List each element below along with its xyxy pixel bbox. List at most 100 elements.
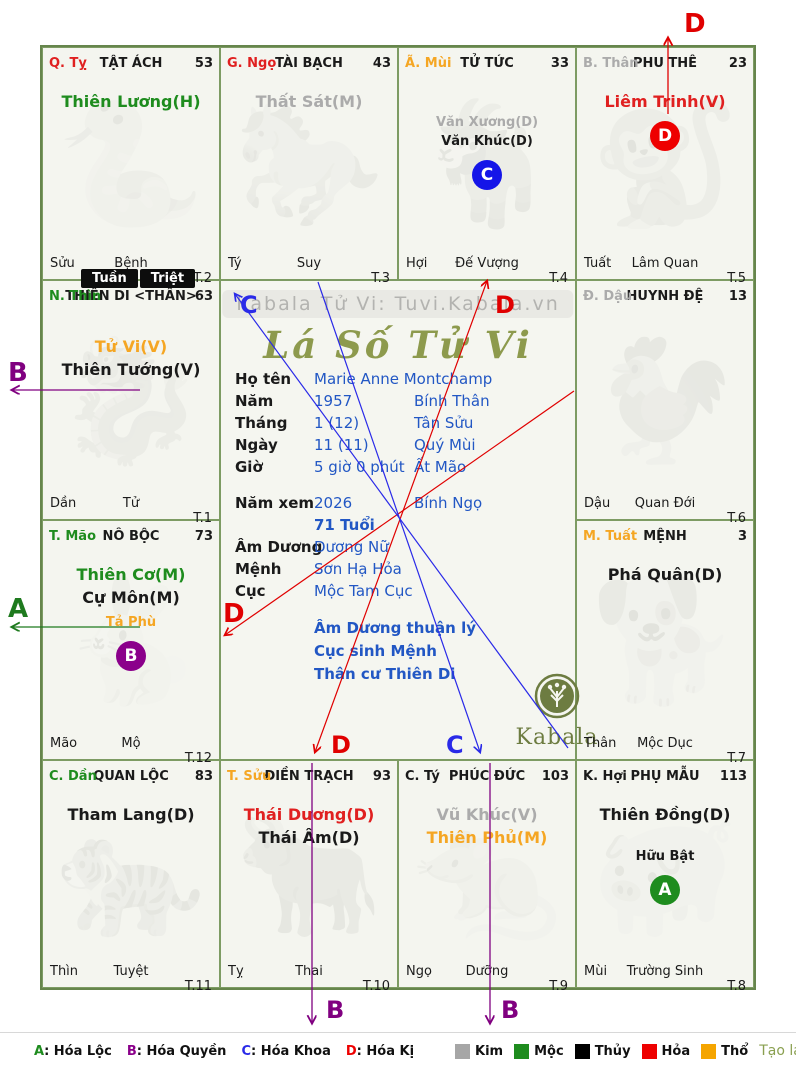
star-list: Vũ Khúc(V) Thiên Phủ(M) <box>399 803 575 849</box>
zodiac-symbol: 🐎 <box>234 95 384 235</box>
info-label: Mệnh <box>235 560 282 578</box>
branch-stem-label: Đ. Dậu <box>583 289 633 304</box>
info-value: 2026 <box>314 494 353 512</box>
chart-notes: Âm Dương thuận lý Cục sinh Mệnh Thân cư Th… <box>314 617 476 686</box>
branch-stem-label: G. Ngọ <box>227 56 277 71</box>
star-name: Thái Âm(D) <box>258 828 360 848</box>
cell-footer: Mão Mộ T.12 <box>43 736 219 766</box>
hoa-badge-A: A <box>650 875 680 906</box>
t-number: T.6 <box>727 511 746 526</box>
credit-link[interactable]: Tạo lá số: Tuvi.Kabala.vn <box>759 1043 796 1059</box>
palace-number: 13 <box>728 289 747 304</box>
palace-header: M. Tuất MỆNH 3 <box>577 529 753 551</box>
chart-note: Âm Dương thuận lý <box>314 619 477 637</box>
palace-name: TÀI BẠCH <box>275 56 343 71</box>
life-stage-label: Trường Sinh <box>626 964 704 979</box>
life-stage-label: Mộ <box>121 736 141 751</box>
cell-footer: Tý Suy T.3 <box>221 256 397 286</box>
hoa-legend: A: Hóa Lộc B: Hóa Quyền C: Hóa Khoa D: Hóa … <box>34 1044 429 1059</box>
triet-badge: Triệt <box>139 269 196 288</box>
element-label: Hỏa <box>661 1043 691 1059</box>
palace-number: 73 <box>194 529 213 544</box>
info-value: Mộc Tam Cục <box>314 582 413 600</box>
element-swatch <box>455 1043 471 1059</box>
life-stage-label: Quan Đới <box>634 496 696 511</box>
hoa-legend-letter: C <box>241 1043 251 1059</box>
palace-name: TỬ TỨC <box>460 56 514 71</box>
info-label: Tháng <box>235 414 288 432</box>
info-label: Giờ <box>235 458 263 476</box>
info-value: 11 (11) <box>314 436 369 454</box>
info-label: Âm Dương <box>235 538 323 556</box>
arrow-label-b-left: B <box>8 358 28 388</box>
branch-label: Thìn <box>50 964 79 979</box>
palace-name: MỆNH <box>643 529 687 544</box>
info-value-2: Bính Thân <box>414 392 490 410</box>
t-number: T.9 <box>549 979 568 994</box>
info-label: Họ tên <box>235 370 292 388</box>
kabala-logo-emblem <box>534 673 580 719</box>
t-number: T.5 <box>727 271 746 286</box>
palace-name: QUAN LỘC <box>93 769 169 784</box>
star-name: Thiên Đồng(D) <box>599 805 731 824</box>
info-label: Năm xem <box>235 494 315 512</box>
branch-label: Tý <box>228 256 242 271</box>
element-label: Mộc <box>534 1043 564 1059</box>
palace-cell-r2c1: 🐉 Tuần Triệt N. Thìn THIÊN DI <THÂN> 63 Tử Vi(… <box>42 269 220 526</box>
star-list: Văn Xương(D) Văn Khúc(D) <box>399 114 575 152</box>
hoa-legend-item: C: Hóa Khoa <box>241 1044 330 1059</box>
element-swatch <box>701 1043 717 1059</box>
t-number: T.1 <box>193 511 212 526</box>
palace-header: T. Sửu ĐIỀN TRẠCH 93 <box>221 769 397 791</box>
star-name: Tử Vi(V) <box>94 337 168 356</box>
life-stage-label: Suy <box>296 256 322 271</box>
palace-header: C. Dần QUAN LỘC 83 <box>43 769 219 791</box>
arrow-label-b-bottom-left: B <box>326 996 344 1024</box>
info-value-2: Bính Ngọ <box>414 494 483 512</box>
star-list: Thiên Cơ(M) Cự Môn(M) Tả Phù <box>43 563 219 633</box>
palace-name: TẬT ÁCH <box>99 56 163 71</box>
info-value-2: Ất Mão <box>414 458 467 476</box>
hoa-legend-letter: B <box>126 1043 137 1059</box>
footer-legend: A: Hóa Lộc B: Hóa Quyền C: Hóa Khoa D: Hóa … <box>34 1040 796 1062</box>
star-name: Tham Lang(D) <box>67 805 195 824</box>
star-name: Văn Khúc(D) <box>441 133 533 149</box>
info-value: 1957 <box>314 392 353 410</box>
branch-label: Thân <box>584 736 617 751</box>
branch-stem-label: T. Mão <box>49 529 96 544</box>
branch-label: Dậu <box>584 496 611 511</box>
branch-stem-label: Q. Tỵ <box>49 56 87 71</box>
branch-label: Hợi <box>406 256 428 271</box>
cell-footer: Thìn Tuyệt T.11 <box>43 964 219 994</box>
t-number: T.3 <box>371 271 390 286</box>
palace-header: Q. Tỵ TẬT ÁCH 53 <box>43 56 219 78</box>
hoa-badge-D: D <box>650 121 680 152</box>
life-stage-label: Bệnh <box>114 256 148 271</box>
star-name: Thiên Tướng(V) <box>61 360 201 380</box>
palace-header: C. Tý PHÚC ĐỨC 103 <box>399 769 575 791</box>
palace-header: B. Thân PHU THÊ 23 <box>577 56 753 78</box>
info-value: 1 (12) <box>314 414 360 432</box>
branch-label: Sửu <box>50 256 75 271</box>
branch-label: Mùi <box>584 964 608 979</box>
palace-header: Ã. Mùi TỬ TỨC 33 <box>399 56 575 78</box>
star-name: Thất Sát(M) <box>255 92 363 111</box>
palace-number: 113 <box>719 769 747 784</box>
branch-label: Mão <box>50 736 78 751</box>
palace-number: 33 <box>550 56 569 71</box>
palace-number: 93 <box>372 769 391 784</box>
palace-header: G. Ngọ TÀI BẠCH 43 <box>221 56 397 78</box>
info-label: Ngày <box>235 436 278 454</box>
element-legend: Kim Mộc Thủy Hỏa Thổ <box>455 1043 759 1059</box>
tuan-badge: Tuần <box>81 269 138 288</box>
life-stage-label: Tử <box>122 496 140 511</box>
element-swatch <box>641 1043 657 1059</box>
element-legend-item: Hỏa <box>641 1043 691 1059</box>
life-stage-label: Dưỡng <box>465 964 509 979</box>
palace-cell-r4c3: 🐀 C. Tý PHÚC ĐỨC 103 Vũ Khúc(V) Thiên Phủ(M) N… <box>398 760 576 994</box>
hoa-legend-label: : Hóa Kị <box>356 1043 415 1059</box>
element-legend-item: Kim <box>455 1043 503 1059</box>
palace-cell-r1c1: 🐍 Q. Tỵ TẬT ÁCH 53 Thiên Lương(H) Sửu Bệnh T.2 <box>42 47 220 286</box>
